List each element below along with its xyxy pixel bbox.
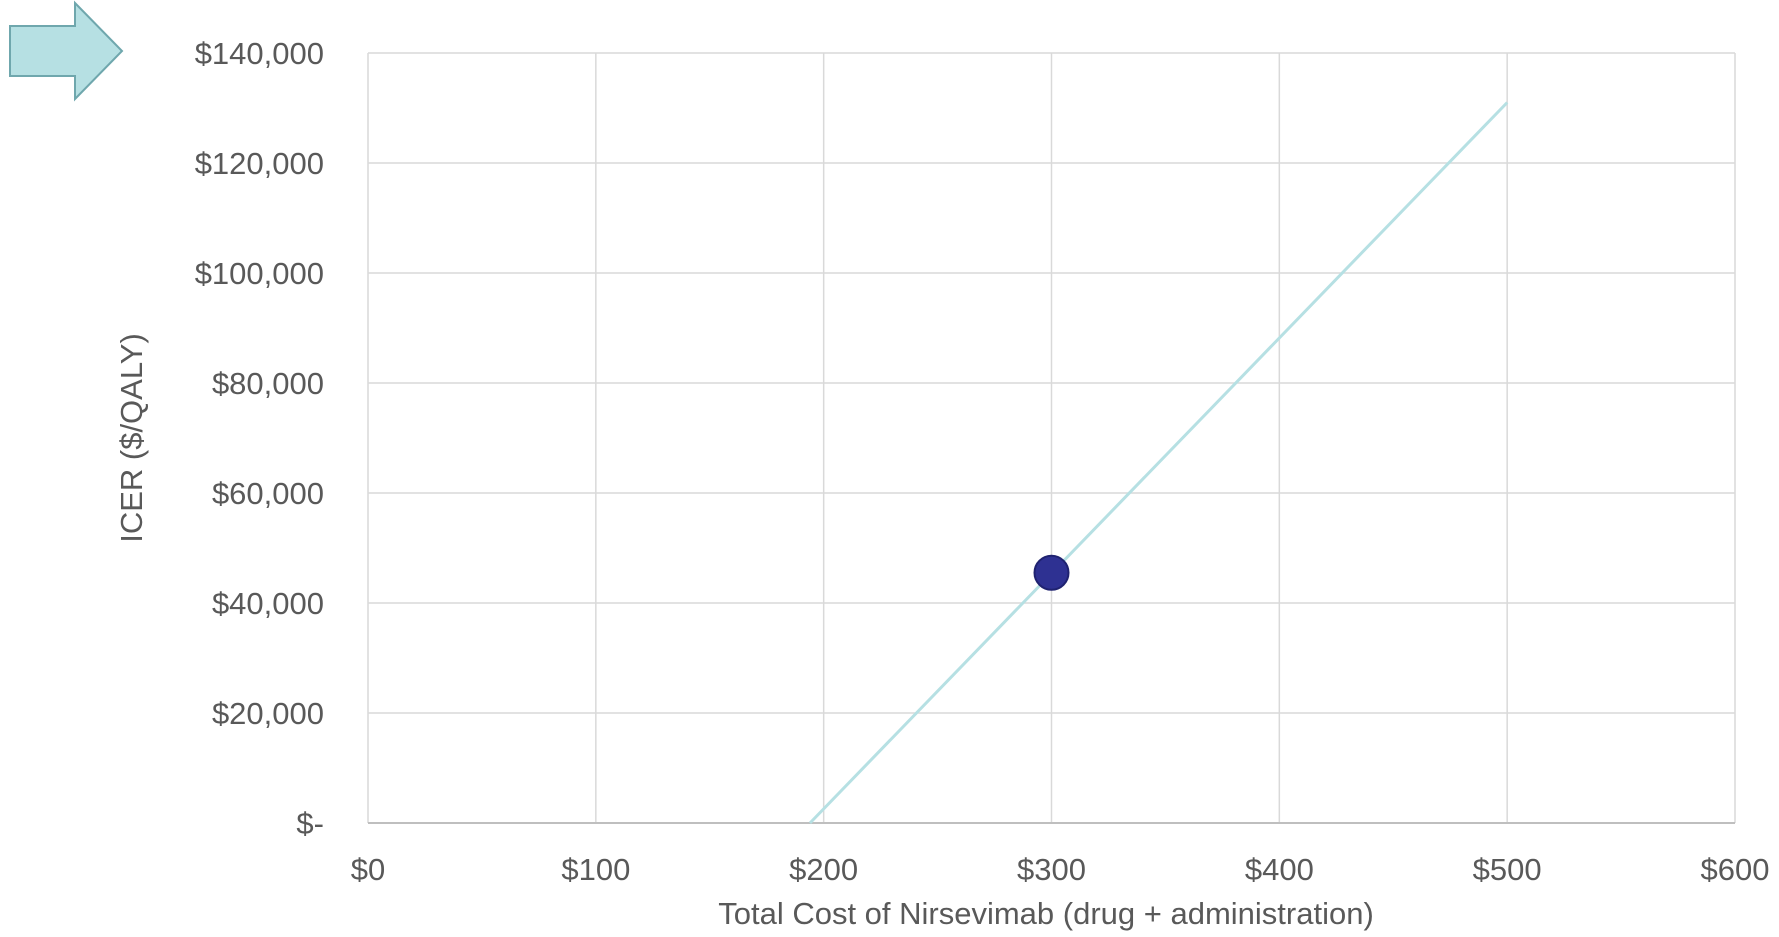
y-tick-label: $100,000 bbox=[195, 256, 324, 291]
y-tick-labels: $- $20,000 $40,000 $60,000 $80,000 $100,000 $1… bbox=[195, 36, 324, 841]
y-tick-label: $40,000 bbox=[212, 586, 324, 621]
x-tick-label: $400 bbox=[1245, 852, 1314, 887]
x-tick-label: $100 bbox=[561, 852, 630, 887]
y-tick-label: $20,000 bbox=[212, 696, 324, 731]
points bbox=[1033, 554, 1070, 591]
grid bbox=[367, 52, 1736, 824]
arrow-right-icon bbox=[9, 0, 124, 102]
x-tick-label: $200 bbox=[789, 852, 858, 887]
x-tick-labels: $0 $100 $200 $300 $400 $500 $600 bbox=[351, 852, 1770, 887]
series bbox=[808, 101, 1509, 825]
y-axis-title: ICER ($/QALY) bbox=[114, 333, 149, 543]
y-tick-label: $- bbox=[296, 806, 324, 841]
series-line bbox=[808, 101, 1509, 825]
y-tick-label: $60,000 bbox=[212, 476, 324, 511]
x-tick-label: $300 bbox=[1017, 852, 1086, 887]
x-tick-label: $0 bbox=[351, 852, 385, 887]
x-tick-label: $600 bbox=[1701, 852, 1770, 887]
y-tick-label: $140,000 bbox=[195, 36, 324, 71]
x-tick-label: $500 bbox=[1473, 852, 1542, 887]
y-tick-label: $80,000 bbox=[212, 366, 324, 401]
x-axis-title: Total Cost of Nirsevimab (drug + adminis… bbox=[718, 896, 1374, 931]
y-tick-label: $120,000 bbox=[195, 146, 324, 181]
highlight-point bbox=[1033, 554, 1070, 591]
